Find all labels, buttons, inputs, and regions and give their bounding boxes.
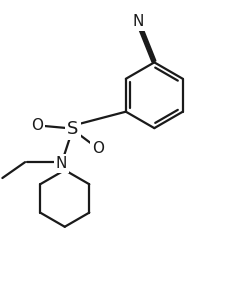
Text: O: O <box>32 118 44 133</box>
Text: O: O <box>92 141 104 156</box>
Text: S: S <box>67 120 78 138</box>
Text: N: N <box>56 156 67 171</box>
Text: N: N <box>133 14 144 29</box>
